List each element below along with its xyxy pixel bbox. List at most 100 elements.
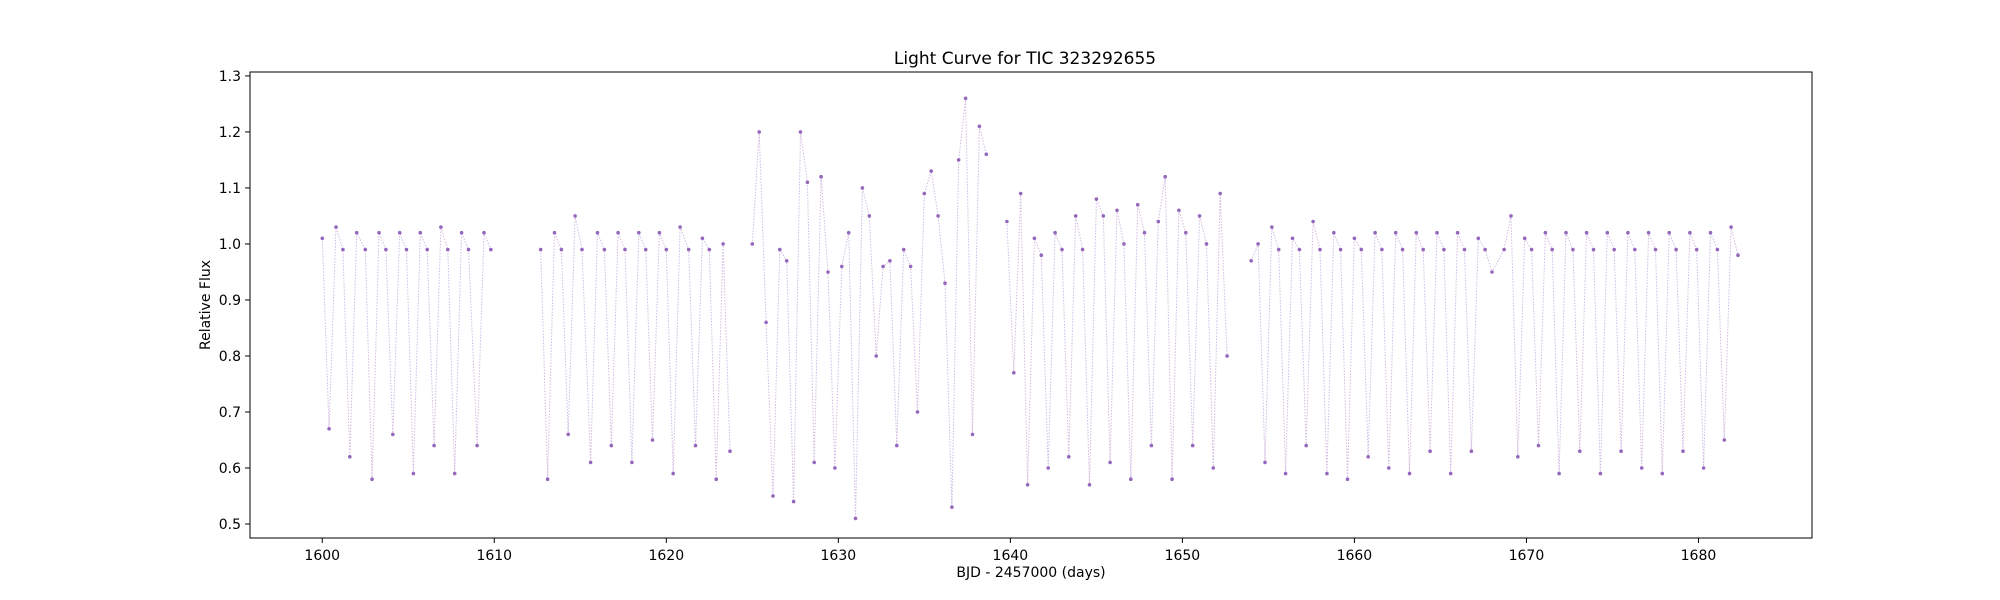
flux-point (1190, 443, 1195, 448)
flux-point (1184, 230, 1188, 235)
flux-point (1612, 247, 1616, 252)
flux-point (840, 264, 844, 269)
y-axis-title: Relative Flux (198, 260, 214, 350)
flux-point (1605, 230, 1610, 235)
flux-point (573, 214, 577, 218)
light-curve-series (320, 96, 1740, 521)
flux-point (1483, 247, 1487, 252)
flux-point (552, 230, 557, 235)
plot-area-frame (249, 71, 1813, 539)
flux-point (778, 247, 782, 252)
flux-point (1435, 230, 1439, 235)
flux-point (812, 460, 816, 465)
flux-point (439, 225, 443, 229)
flux-point (609, 443, 614, 448)
flux-point (750, 242, 755, 246)
y-tick-label: 0.6 (219, 461, 241, 477)
flux-point (977, 124, 982, 129)
x-tick-label: 1680 (1681, 548, 1717, 564)
flux-point (908, 264, 913, 269)
flux-point (482, 230, 486, 235)
flux-point (1325, 471, 1329, 476)
y-tick-label: 1.3 (219, 69, 241, 85)
flux-point (867, 214, 872, 218)
flux-point (1509, 214, 1513, 218)
flux-point (693, 443, 698, 448)
flux-point (1039, 253, 1044, 257)
flux-point (1115, 208, 1119, 213)
flux-point (1135, 202, 1140, 207)
flux-point (1211, 466, 1216, 470)
flux-point (1204, 242, 1209, 246)
flux-point (1442, 247, 1446, 252)
flux-point (341, 247, 345, 252)
flux-point (1108, 460, 1112, 465)
flux-point (1387, 466, 1391, 470)
flux-point (630, 460, 634, 465)
y-tick-label: 1.1 (219, 181, 241, 197)
flux-point (950, 505, 954, 510)
flux-point (637, 230, 641, 235)
flux-point (901, 247, 906, 252)
flux-point (1005, 219, 1009, 224)
flux-point (1400, 247, 1405, 252)
flux-point (475, 443, 479, 448)
chart-title: Light Curve for TIC 323292655 (894, 49, 1156, 69)
flux-point (881, 264, 885, 269)
flux-point (895, 443, 899, 448)
flux-point (1584, 230, 1589, 235)
x-tick-label: 1660 (1337, 548, 1373, 564)
flux-point (1564, 230, 1568, 235)
x-tick-label: 1600 (304, 548, 340, 564)
flux-point (384, 247, 388, 252)
flux-point (1073, 214, 1078, 218)
flux-point (700, 236, 705, 241)
flux-point (1516, 455, 1520, 459)
flux-point (1681, 449, 1685, 454)
flux-point (1197, 214, 1202, 218)
flux-point (1469, 449, 1474, 454)
flux-point (984, 152, 989, 157)
flux-point (1142, 230, 1147, 235)
flux-point (432, 443, 436, 448)
flux-point (363, 247, 368, 252)
x-tick-label: 1630 (821, 548, 857, 564)
flux-point (1297, 247, 1302, 252)
flux-point (1646, 230, 1651, 235)
flux-point (459, 230, 464, 235)
flux-point (1032, 236, 1037, 241)
flux-point (643, 247, 648, 252)
flux-point (623, 247, 627, 252)
flux-point (784, 259, 789, 263)
flux-point (1571, 247, 1575, 252)
flux-point (1522, 236, 1527, 241)
flux-point (922, 191, 927, 196)
flux-point (348, 455, 352, 459)
flux-point (1283, 471, 1288, 476)
flux-point (805, 180, 810, 185)
flux-point (826, 270, 830, 274)
flux-point (771, 494, 775, 498)
x-axis: 1600 1610 1620 1630 1640 1650 1660 1670 1680 (304, 538, 1716, 564)
flux-point (1046, 466, 1050, 470)
flux-point (714, 477, 718, 482)
flux-point (404, 247, 409, 252)
flux-point (334, 225, 338, 229)
flux-point (566, 432, 570, 437)
flux-point (1149, 443, 1154, 448)
y-axis: 0.5 0.6 0.7 0.8 0.9 1.0 1.1 1.2 1.3 (219, 69, 250, 533)
y-tick-label: 1.2 (219, 125, 241, 141)
flux-point (650, 438, 655, 442)
flux-point (1529, 247, 1534, 252)
flux-point (707, 247, 712, 252)
flux-point (1025, 483, 1030, 487)
flux-point (1290, 236, 1295, 241)
flux-point (1653, 247, 1658, 252)
x-tick-label: 1620 (648, 548, 684, 564)
flux-point (657, 230, 662, 235)
flux-point (1393, 230, 1398, 235)
flux-point (686, 247, 691, 252)
flux-point (956, 158, 961, 162)
x-tick-label: 1670 (1509, 548, 1545, 564)
